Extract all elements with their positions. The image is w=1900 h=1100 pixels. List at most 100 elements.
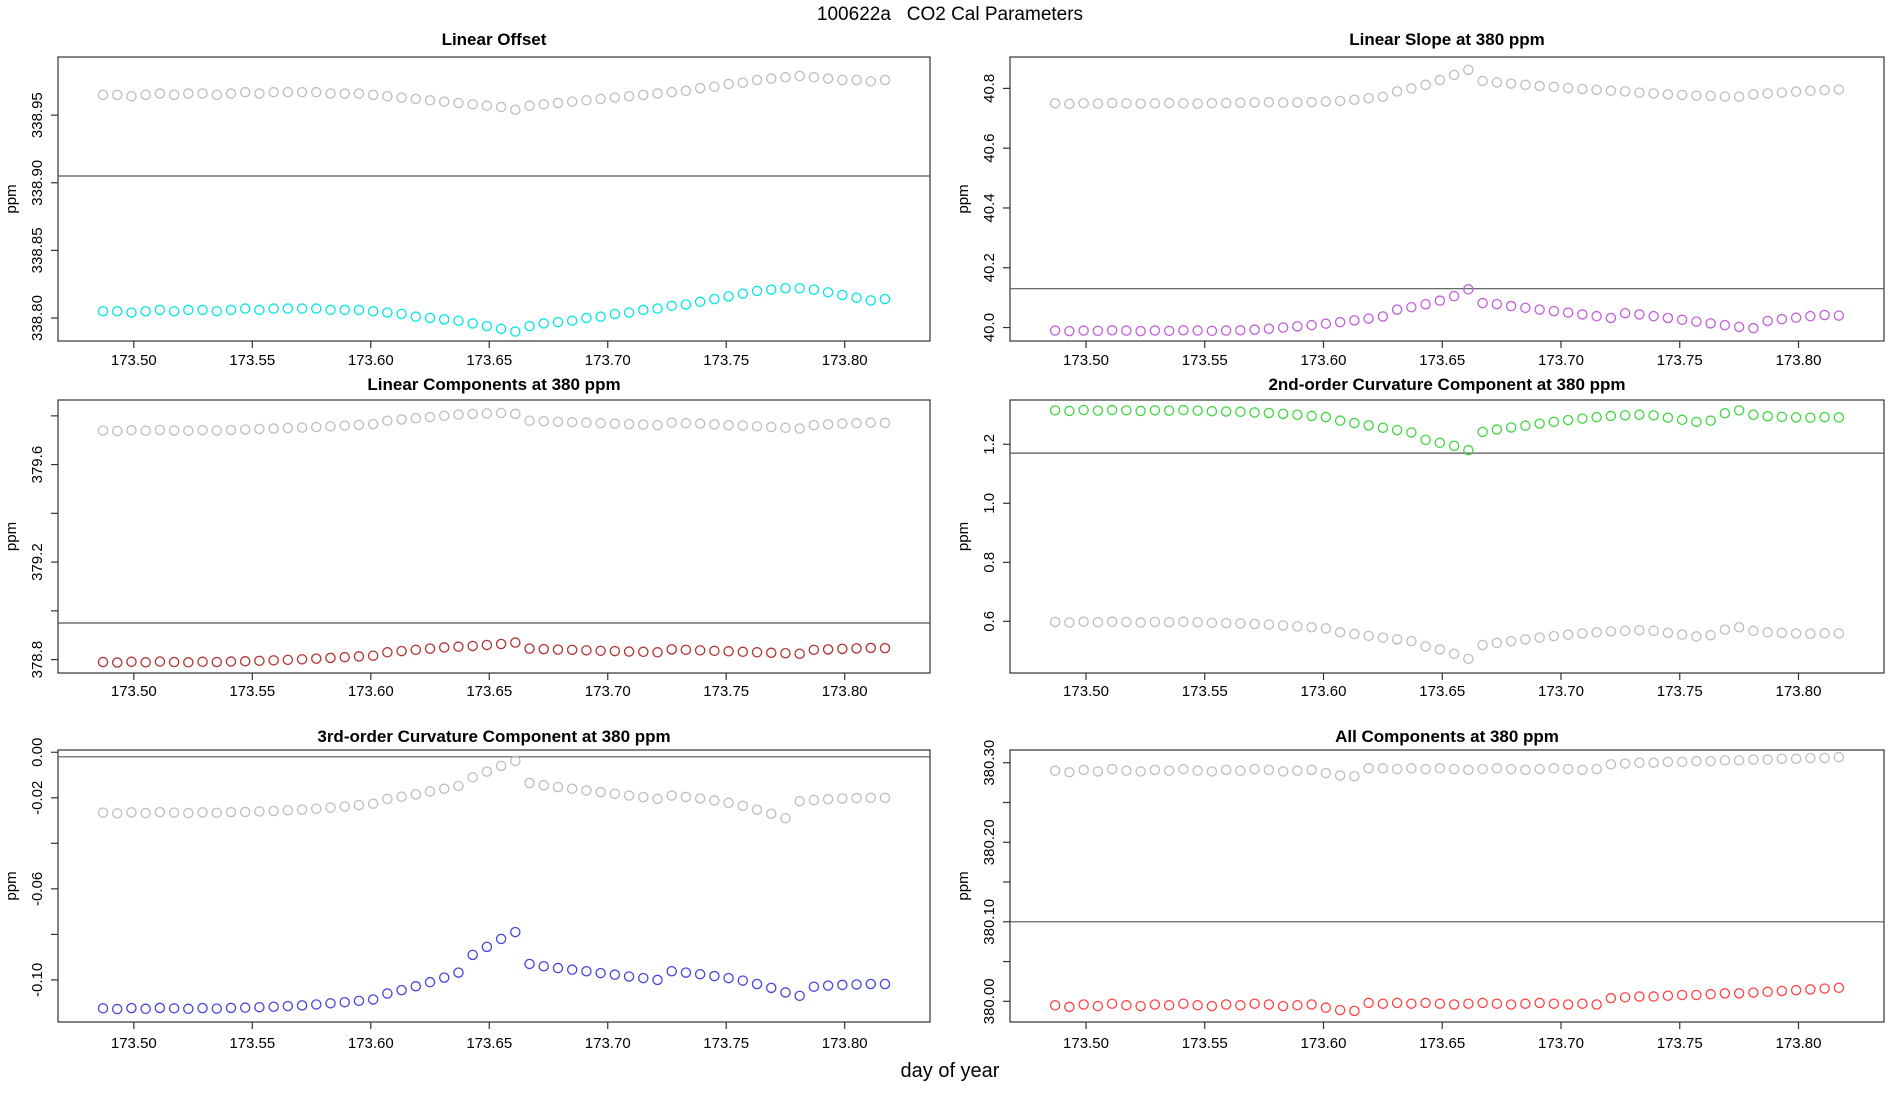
cyan-series-point (638, 304, 649, 316)
cyan-series-point (680, 299, 692, 310)
gray-series-point (1491, 763, 1503, 774)
panel-linear-offset: 173.50 173.55 173.60 173.65 173.70 173.75 173.… (0, 25, 950, 377)
gray-series-point (1235, 618, 1246, 629)
red-series-point (1691, 989, 1702, 1001)
red-series-point (1705, 988, 1716, 1000)
red-series-point (1206, 1000, 1218, 1012)
x-tick-label: 173.80 (822, 352, 868, 369)
blue-series-point (339, 996, 350, 1008)
magenta-series-point (1149, 325, 1161, 336)
gray-series-point (737, 420, 749, 431)
gray-series-point (239, 424, 251, 435)
gray-series-point (1349, 770, 1360, 782)
gray-series-point (282, 86, 294, 98)
blue-series-point (737, 975, 749, 986)
gray-series-point (822, 793, 834, 805)
gray-series-point (538, 415, 550, 427)
gray-series-point (879, 74, 891, 86)
gray-series-point (865, 792, 877, 804)
gray-series-point (353, 419, 365, 431)
y-tick-label: 380.00 (981, 978, 998, 1024)
darkred-series-point (168, 656, 180, 668)
darkred-series-point (282, 654, 294, 666)
gray-series-point (765, 421, 777, 433)
cyan-series-point (254, 304, 265, 316)
gray-series-point (1420, 79, 1431, 91)
magenta-series-point (1591, 310, 1602, 322)
x-tick-label: 173.55 (229, 683, 275, 700)
magenta-series-point (1748, 322, 1759, 334)
red-series-point (1377, 998, 1389, 1009)
cyan-series-point (581, 312, 592, 324)
cyan-series-point (822, 287, 834, 298)
x-tick-label: 173.75 (703, 683, 749, 700)
magenta-series-point (1619, 307, 1631, 319)
x-tick-label: 173.80 (1776, 683, 1822, 700)
gray-series-point (1619, 86, 1631, 97)
gray-series-point (652, 88, 663, 99)
y-tick-label: 0.8 (981, 552, 998, 573)
cyan-series-point (438, 314, 450, 325)
gray-series-point (808, 419, 820, 431)
gray-series-point (666, 86, 677, 98)
red-series-point (1391, 997, 1403, 1009)
darkred-series-point (481, 639, 493, 651)
gray-series-point (424, 786, 436, 797)
gray-series-point (97, 807, 109, 818)
darkred-series-point (410, 644, 422, 656)
gray-series-point (694, 418, 706, 429)
gray-series-point (1377, 91, 1389, 103)
green-series-point (1192, 405, 1203, 416)
gray-series-point (1263, 764, 1275, 776)
green-series-point (1377, 422, 1389, 433)
gray-series-point (1220, 764, 1232, 776)
magenta-series-point (1448, 290, 1460, 302)
gray-series-point (638, 419, 649, 430)
red-series-point (1463, 998, 1474, 1009)
red-series-point (1349, 1005, 1360, 1017)
y-tick-label: 40.4 (981, 193, 998, 222)
darkred-series-point (609, 645, 621, 657)
gray-series-point (808, 72, 820, 83)
gray-series-point (311, 421, 322, 433)
gray-series-point (1577, 628, 1588, 639)
magenta-series-point (1178, 324, 1189, 336)
gray-series-point (97, 425, 109, 436)
gray-series-point (1078, 98, 1089, 109)
green-series-point (1605, 410, 1617, 422)
gray-series-point (1819, 627, 1830, 639)
gray-series-point (154, 424, 166, 436)
gray-series-point (1377, 632, 1389, 643)
blue-series-point (709, 970, 720, 982)
gray-series-point (1477, 639, 1488, 651)
darkred-series-point (765, 647, 777, 659)
darkred-series-point (837, 643, 848, 655)
cyan-series-point (566, 315, 578, 326)
gray-series-point (1448, 648, 1460, 660)
gray-series-point (1619, 625, 1631, 637)
y-tick-label: 40.8 (981, 74, 998, 103)
green-series-point (1591, 411, 1602, 423)
cyan-series-point (666, 300, 677, 312)
blue-series-point (367, 994, 379, 1005)
gray-series-point (1391, 634, 1403, 645)
gray-series-point (296, 804, 308, 815)
cyan-series-point (524, 320, 535, 332)
gray-series-point (353, 799, 365, 811)
plot-box (1009, 749, 1885, 1023)
red-series-point (1064, 1001, 1075, 1013)
gray-series-point (1691, 755, 1702, 767)
blue-series-point (481, 941, 493, 953)
green-series-point (1292, 409, 1303, 421)
gray-series-point (538, 99, 550, 110)
magenta-series-point (1121, 325, 1132, 336)
darkred-series-point (666, 644, 677, 655)
panel-title: Linear Slope at 380 ppm (1349, 30, 1545, 49)
x-tick-label: 173.75 (703, 352, 749, 369)
y-axis-title: ppm (3, 871, 20, 900)
green-series-point (1092, 405, 1104, 416)
cyan-series-point (481, 320, 493, 332)
x-tick-label: 173.65 (466, 683, 512, 700)
gray-series-point (1562, 82, 1574, 94)
blue-series-point (211, 1003, 223, 1014)
